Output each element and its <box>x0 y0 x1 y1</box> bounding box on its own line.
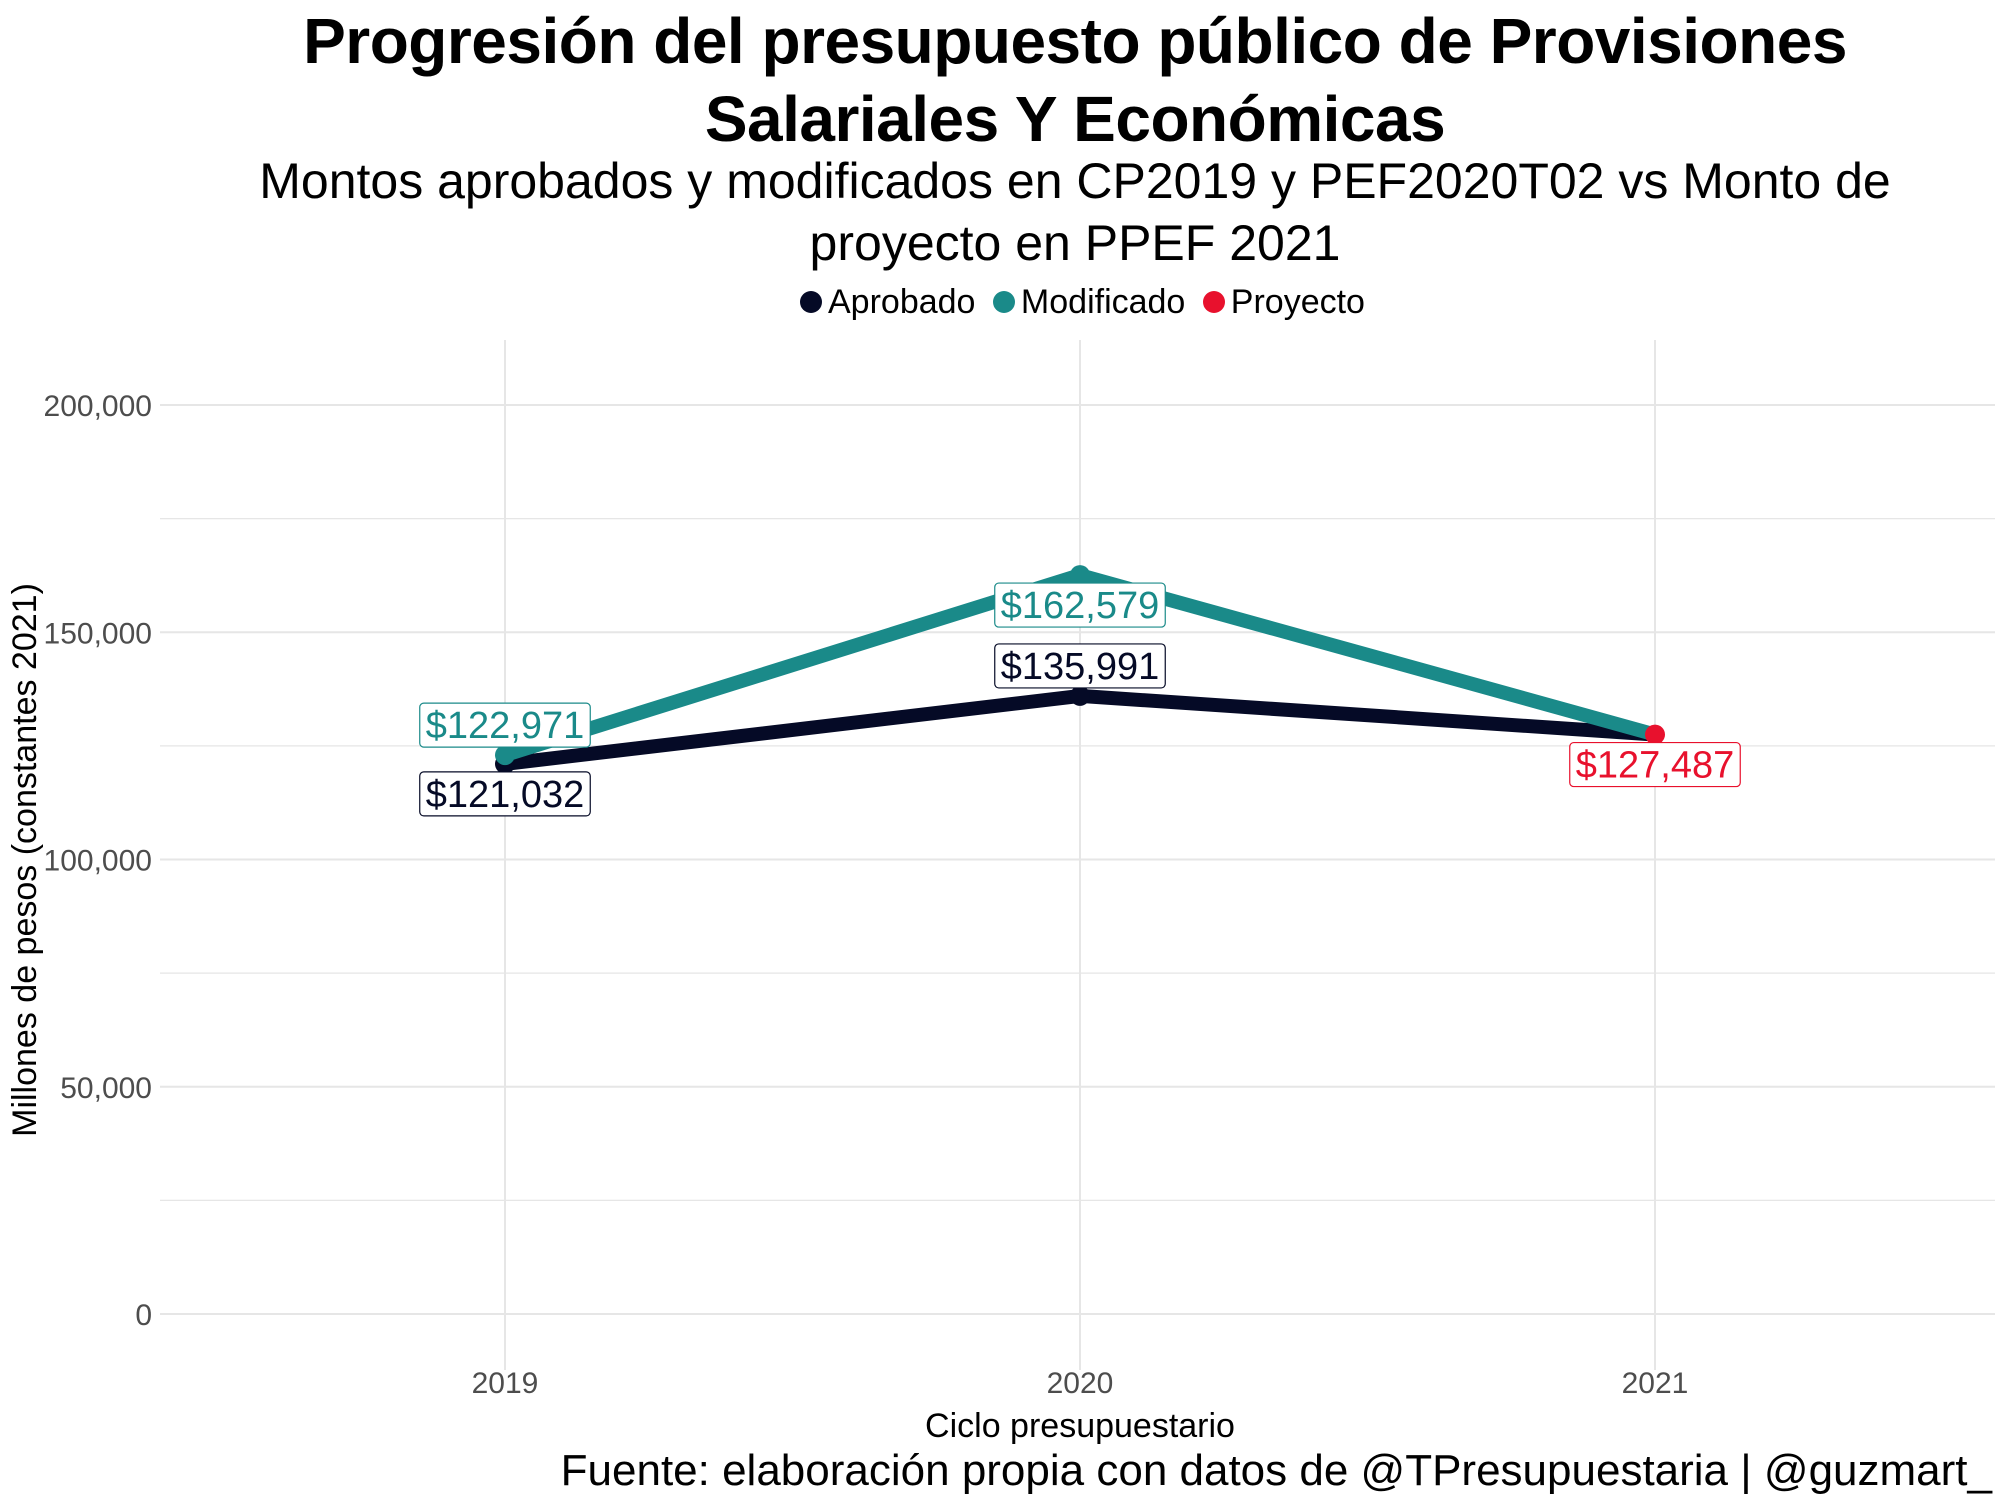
y-tick-label: 50,000 <box>60 1072 152 1105</box>
data-label: $122,971 <box>419 702 591 748</box>
data-label: $127,487 <box>1569 741 1741 788</box>
legend-key-proyecto <box>1202 291 1225 313</box>
x-tick-label: 2021 <box>1622 1367 1689 1400</box>
y-tick-label: 100,000 <box>44 845 152 878</box>
data-label-box <box>994 582 1166 628</box>
data-point-aprobado <box>1070 685 1090 706</box>
chart-subtitle: Montos aprobados y modificados en CP2019… <box>259 153 1891 271</box>
data-point-modificado <box>495 745 515 766</box>
x-axis-label: Ciclo presupuestario <box>925 1407 1235 1445</box>
x-tick-label: 2020 <box>1047 1367 1114 1400</box>
y-axis-ticks: 0 50,000 100,000 150,000 200,000 <box>44 390 152 1332</box>
y-tick-label: 150,000 <box>44 617 152 650</box>
data-label-text: $135,991 <box>1001 646 1160 688</box>
data-label: $121,032 <box>419 771 591 817</box>
legend-key-aprobado <box>800 291 822 313</box>
gridlines <box>160 340 1995 1370</box>
legend-label-proyecto: Proyecto <box>1230 283 1365 321</box>
data-labels: $122,971 $121,032 $162,579 $135,991 $127,487 <box>419 582 1741 817</box>
x-axis-ticks: 2019 2020 2021 <box>472 1367 1689 1400</box>
data-label-box <box>994 643 1166 689</box>
legend-item-modificado: Modificado <box>992 280 1186 324</box>
y-axis-label: Millones de pesos (constantes 2021) <box>6 583 44 1137</box>
data-label-box <box>419 771 591 817</box>
data-point-modificado <box>1070 565 1090 586</box>
data-label-box <box>419 702 591 748</box>
data-points <box>495 565 1665 774</box>
legend-key-modificado <box>992 291 1015 313</box>
data-label: $135,991 <box>994 643 1166 689</box>
chart-title: Progresión del presupuesto público de Pr… <box>303 5 1847 155</box>
data-label-text: $162,579 <box>1001 585 1160 627</box>
legend-label-modificado: Modificado <box>1020 283 1186 321</box>
y-tick-label: 0 <box>135 1299 152 1332</box>
legend-item-aprobado: Aprobado <box>800 280 975 324</box>
data-label-text: $121,032 <box>426 774 585 816</box>
x-tick-label: 2019 <box>472 1367 539 1400</box>
legend-item-proyecto: Proyecto <box>1202 280 1365 324</box>
legend-label-aprobado: Aprobado <box>828 283 976 321</box>
data-point-proyecto <box>1645 724 1665 745</box>
data-label-text: $127,487 <box>1576 745 1735 787</box>
data-label-text: $122,971 <box>426 705 585 747</box>
data-label: $162,579 <box>994 582 1166 628</box>
y-tick-label: 200,000 <box>44 390 152 423</box>
source-caption: Fuente: elaboración propia con datos de … <box>560 1446 1992 1495</box>
data-label-box <box>1569 741 1741 788</box>
legend: Aprobado Modificado Proyecto <box>0 280 2000 324</box>
